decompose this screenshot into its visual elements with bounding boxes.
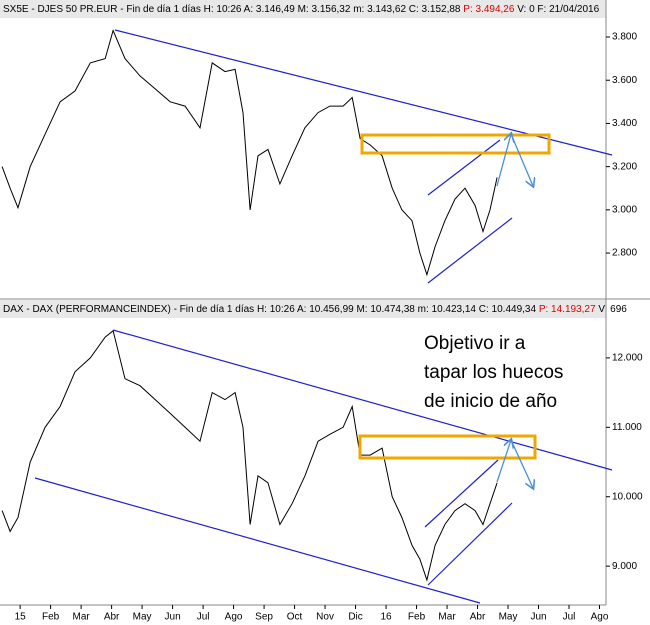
x-tick-label: Abr	[470, 612, 486, 623]
annotation: Objetivo ir a	[424, 333, 526, 354]
x-tick-label: Mar	[438, 612, 456, 623]
y-tick-label: 2.800	[612, 248, 637, 259]
x-tick-label: Abr	[104, 612, 120, 623]
trend-line	[424, 459, 499, 528]
y-tick-label: 3.200	[612, 161, 637, 172]
y-tick-label: 12.000	[612, 353, 643, 364]
y-tick-label: 3.000	[612, 204, 637, 215]
panel-header: DAX - DAX (PERFORMANCEINDEX) - Fin de dí…	[3, 304, 627, 315]
trend-line	[427, 502, 513, 586]
target-box	[360, 133, 551, 155]
arrow	[496, 440, 511, 483]
price-line	[1, 28, 498, 277]
arrow	[510, 133, 533, 186]
header-bar	[0, 0, 606, 18]
x-tick-label: 16	[380, 612, 392, 623]
y-tick-label: 9.000	[612, 561, 637, 572]
plot-area: 2.800 3.000 3.200 3.400 3.600 3.800 9.000 10.00…	[1, 28, 643, 623]
trend-line	[112, 329, 613, 471]
y-tick-label: 11.000	[612, 422, 642, 433]
y-tick-label: 10.000	[612, 491, 643, 502]
x-tick-label: Ago	[225, 612, 243, 623]
x-tick-label: Jul	[563, 612, 576, 623]
y-tick-label: 3.400	[612, 118, 637, 129]
x-tick-label: Oct	[287, 612, 303, 623]
x-tick-label: Sep	[255, 612, 273, 623]
x-tick-label: Dic	[348, 612, 362, 623]
x-tick-label: Nov	[316, 612, 334, 623]
x-tick-label: Jun	[530, 612, 546, 623]
price-line	[1, 329, 498, 582]
x-tick-label: Mar	[72, 612, 90, 623]
arrow	[496, 134, 511, 187]
x-tick-label: Feb	[42, 612, 60, 623]
y-tick-label: 3.600	[612, 75, 637, 86]
x-tick-label: May	[133, 612, 152, 623]
x-tick-label: May	[499, 612, 518, 623]
trend-line	[34, 477, 481, 604]
x-tick-label: 15	[15, 612, 27, 623]
annotation: tapar los huecos	[424, 362, 563, 383]
header-bar	[0, 300, 606, 318]
x-tick-label: Feb	[408, 612, 426, 623]
trend-line	[427, 139, 501, 196]
target-box	[358, 434, 537, 460]
y-tick-label: 3.800	[612, 32, 637, 43]
arrow	[510, 439, 533, 488]
trend-line	[427, 217, 513, 284]
panel-header: SX5E - DJES 50 PR.EUR - Fin de día 1 día…	[3, 4, 600, 15]
x-tick-label: Jun	[165, 612, 181, 623]
annotation: de inicio de año	[424, 391, 557, 412]
x-tick-label: Jul	[197, 612, 210, 623]
x-tick-label: Ago	[591, 612, 609, 623]
